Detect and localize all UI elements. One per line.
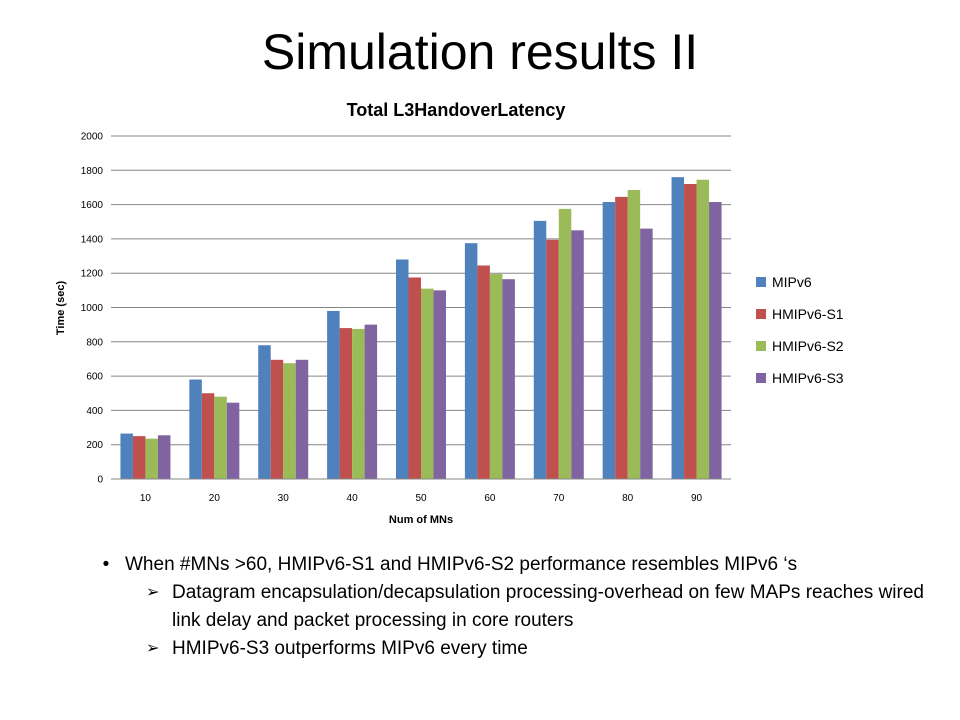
bar-hmipv6-s1-80 (615, 196, 628, 479)
bar-hmipv6-s1-30 (270, 359, 284, 479)
bar-mipv6-10 (120, 433, 133, 479)
bar-mipv6-30 (258, 345, 271, 479)
bar-hmipv6-s2-50 (421, 288, 434, 479)
bar-mipv6-60 (464, 243, 478, 479)
bar-hmipv6-s3-20 (226, 402, 240, 479)
y-tick-label: 400 (86, 406, 103, 417)
legend-swatch (756, 373, 766, 383)
bar-mipv6-80 (602, 202, 616, 479)
y-tick-label: 1000 (81, 303, 104, 314)
bullet-list: • When #MNs >60, HMIPv6-S1 and HMIPv6-S2… (100, 551, 940, 663)
y-tick-label: 0 (97, 475, 103, 486)
bar-mipv6-40 (327, 310, 340, 479)
bullet-dot-icon: • (102, 554, 110, 575)
sub-bullet-item: ➢ Datagram encapsulation/decapsulation p… (100, 579, 940, 635)
bar-hmipv6-s2-10 (145, 438, 158, 479)
bar-hmipv6-s2-70 (558, 208, 572, 479)
bar-hmipv6-s1-40 (339, 328, 353, 479)
x-tick-label: 70 (553, 493, 565, 504)
bar-mipv6-70 (533, 220, 547, 479)
x-tick-label: 80 (622, 493, 634, 504)
y-tick-label: 1400 (81, 234, 104, 245)
bar-hmipv6-s2-40 (352, 328, 365, 479)
sub-bullet-text: Datagram encapsulation/decapsulation pro… (172, 582, 924, 631)
legend-label: HMIPv6-S2 (772, 338, 844, 354)
bar-mipv6-50 (396, 259, 409, 479)
bar-hmipv6-s2-80 (627, 190, 641, 479)
legend-swatch (756, 309, 766, 319)
bar-mipv6-20 (189, 379, 202, 479)
bar-hmipv6-s1-70 (546, 239, 559, 479)
legend-swatch (756, 277, 766, 287)
y-tick-label: 200 (86, 440, 103, 451)
legend: MIPv6 HMIPv6-S1 HMIPv6-S2 HMIPv6-S3 (756, 274, 844, 386)
x-tick-label: 10 (140, 493, 152, 504)
bar-hmipv6-s1-20 (201, 393, 215, 479)
bar-hmipv6-s3-90 (709, 202, 722, 479)
bar-hmipv6-s3-30 (295, 359, 309, 479)
x-tick-label: 30 (278, 493, 290, 504)
x-axis-ticks: 10 20 30 40 50 60 70 80 90 (140, 493, 703, 504)
legend-label: HMIPv6-S3 (772, 370, 844, 386)
legend-label: HMIPv6-S1 (772, 306, 844, 322)
bar-hmipv6-s1-90 (684, 184, 697, 479)
x-tick-label: 40 (347, 493, 359, 504)
bar-hmipv6-s2-90 (696, 179, 710, 480)
x-tick-label: 50 (415, 493, 427, 504)
bar-hmipv6-s3-10 (157, 435, 171, 479)
bullet-item: • When #MNs >60, HMIPv6-S1 and HMIPv6-S2… (100, 551, 940, 579)
bar-hmipv6-s1-60 (477, 265, 490, 479)
y-axis-label: Time (sec) (55, 281, 67, 336)
x-tick-label: 60 (484, 493, 496, 504)
bar-hmipv6-s3-60 (502, 279, 515, 479)
y-tick-label: 1200 (81, 269, 104, 280)
chart-title: Total L3HandoverLatency (347, 100, 566, 120)
legend-swatch (756, 341, 766, 351)
bar-hmipv6-s3-50 (433, 290, 446, 479)
bars (120, 177, 722, 480)
slide-title: Simulation results II (261, 24, 699, 80)
legend-label: MIPv6 (772, 274, 812, 290)
bar-hmipv6-s2-60 (489, 274, 503, 479)
y-tick-label: 600 (86, 372, 103, 383)
bar-hmipv6-s2-20 (214, 396, 227, 479)
bar-mipv6-90 (671, 177, 685, 479)
sub-bullet-text: HMIPv6-S3 outperforms MIPv6 every time (172, 638, 528, 659)
y-tick-label: 2000 (81, 132, 104, 143)
x-tick-label: 20 (209, 493, 221, 504)
bar-hmipv6-s3-70 (571, 230, 584, 479)
bar-hmipv6-s2-30 (283, 363, 296, 479)
x-tick-label: 90 (691, 493, 703, 504)
bar-hmipv6-s3-80 (640, 228, 653, 479)
bar-hmipv6-s3-40 (364, 324, 378, 479)
y-tick-label: 800 (86, 337, 103, 348)
y-axis-ticks: 0 200 400 600 800 1000 1200 1400 1600 1800 2000 (81, 132, 104, 486)
y-tick-label: 1600 (81, 200, 104, 211)
bar-chart: Total L3HandoverLatency 0200400600800100… (55, 100, 844, 526)
bullet-text: When #MNs >60, HMIPv6-S1 and HMIPv6-S2 p… (125, 554, 798, 575)
bar-hmipv6-s1-50 (408, 277, 421, 479)
sub-bullet-item: ➢ HMIPv6-S3 outperforms MIPv6 every time (100, 635, 940, 663)
arrow-check-icon: ➢ (146, 584, 160, 601)
y-tick-label: 1800 (81, 166, 104, 177)
x-axis-label: Num of MNs (389, 514, 453, 526)
arrow-check-icon: ➢ (146, 640, 160, 657)
bar-hmipv6-s1-10 (132, 436, 146, 479)
